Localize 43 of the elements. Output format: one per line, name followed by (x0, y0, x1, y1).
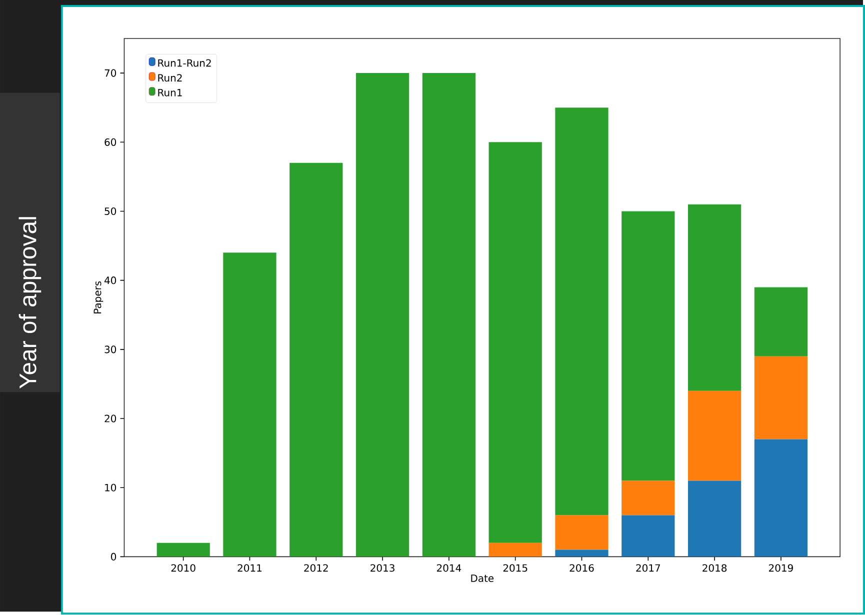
x-tick-label: 2015 (503, 564, 528, 572)
x-tick-label: 2019 (769, 564, 793, 572)
y-axis-title: Papers (94, 282, 104, 314)
y-tick-label: 60 (104, 138, 116, 146)
bar (290, 163, 343, 557)
y-tick-label: 0 (111, 553, 116, 561)
bar (555, 108, 608, 516)
bar (555, 550, 608, 557)
x-tick-label: 2017 (636, 564, 660, 572)
bar (422, 73, 476, 557)
legend-label: Run1-Run2 (158, 59, 211, 67)
x-tick-label: 2016 (570, 564, 594, 572)
x-axis-title: Date (471, 574, 494, 582)
x-tick-label: 2013 (370, 564, 394, 572)
y-tick-label: 40 (104, 276, 116, 284)
bar (622, 480, 675, 516)
bar (688, 480, 742, 557)
bar (488, 142, 542, 544)
x-tick-label: 2014 (436, 564, 462, 572)
bar (488, 543, 542, 557)
y-tick-label: 70 (104, 69, 116, 78)
legend-label: Run1 (158, 89, 182, 97)
x-tick-label: 2010 (171, 564, 196, 572)
bar (754, 439, 808, 557)
bar (688, 391, 742, 481)
y-tick-label: 10 (105, 484, 116, 492)
x-tick-label: 2011 (238, 564, 262, 572)
bar (156, 543, 210, 557)
legend-label: Run2 (158, 74, 182, 82)
bar (356, 73, 410, 557)
text: Year of approval (18, 217, 42, 389)
y-tick-label: 50 (104, 208, 116, 216)
bar (688, 204, 742, 392)
bar (622, 211, 675, 481)
bar (754, 287, 808, 357)
y-tick-label: 30 (104, 346, 116, 354)
y-tick-label: 20 (104, 414, 116, 422)
bar (754, 356, 808, 440)
bar (223, 252, 276, 557)
x-tick-label: 2012 (304, 564, 328, 572)
bar (622, 515, 675, 557)
bar (555, 515, 608, 550)
x-tick-label: 2018 (702, 564, 727, 572)
